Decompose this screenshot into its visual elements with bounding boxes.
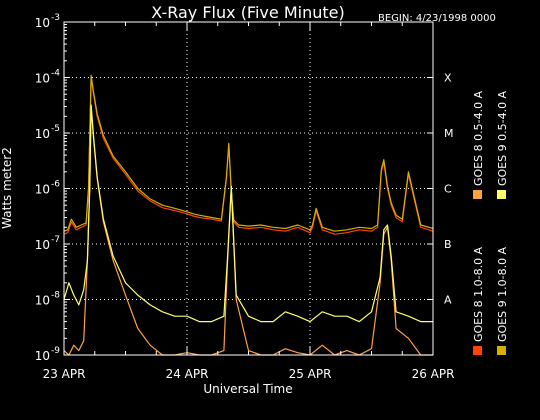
- legend: GOES 8 1.0-8.0 A GOES 8 0.5-4.0 A GOES 9 1…: [472, 90, 509, 355]
- legend-label-3: GOES 9 1.0-8.0 A: [496, 246, 509, 342]
- legend-label-1: GOES 8 1.0-8.0 A: [472, 246, 485, 342]
- y-tick-exponent-2: -5: [51, 124, 60, 134]
- y-tick-label-4: 10: [35, 238, 50, 252]
- y-tick-exponent-1: -4: [51, 69, 60, 79]
- y-tick-label-2: 10: [35, 127, 50, 141]
- flare-class-labels: X M C B A: [444, 72, 454, 307]
- x-tick-label-2: 25 APR: [289, 367, 332, 381]
- flare-class-label-B: B: [444, 238, 452, 251]
- x-axis-ticks: 23 APR 24 APR 25 APR 26 APR: [43, 22, 455, 381]
- y-tick-label-5: 10: [35, 294, 50, 308]
- y-tick-exponent-4: -7: [51, 235, 60, 245]
- y-tick-exponent-3: -6: [51, 180, 60, 190]
- series-lines: [63, 74, 434, 356]
- y-tick-exponent-6: -9: [51, 346, 60, 356]
- legend-swatch-3: [497, 346, 506, 355]
- y-axis-ticks: 10-310-410-510-610-710-810-9: [35, 13, 433, 363]
- y-tick-exponent-0: -3: [51, 13, 60, 23]
- legend-label-2: GOES 8 0.5-4.0 A: [472, 90, 485, 186]
- legend-swatch-4: [497, 190, 506, 199]
- series-line-4: [63, 104, 433, 323]
- x-tick-label-0: 23 APR: [43, 367, 86, 381]
- x-tick-label-3: 26 APR: [412, 367, 455, 381]
- flare-class-label-A: A: [444, 294, 452, 307]
- flare-class-label-C: C: [444, 183, 452, 196]
- y-tick-label-0: 10: [35, 16, 50, 30]
- legend-label-4: GOES 9 0.5-4.0 A: [496, 90, 509, 186]
- legend-swatch-1: [473, 346, 482, 355]
- y-tick-label-1: 10: [35, 72, 50, 86]
- y-tick-label-6: 10: [35, 349, 50, 363]
- x-tick-label-1: 24 APR: [166, 367, 209, 381]
- chart-title: X-Ray Flux (Five Minute): [151, 3, 344, 22]
- legend-swatch-2: [473, 190, 482, 199]
- y-tick-exponent-5: -8: [51, 291, 60, 301]
- flare-class-label-M: M: [444, 127, 454, 140]
- begin-label: BEGIN: 4/23/1998 0000: [378, 13, 496, 24]
- y-axis-label: Watts meter2: [0, 147, 14, 229]
- y-tick-label-3: 10: [35, 183, 50, 197]
- gridlines: [64, 22, 433, 355]
- x-axis-label: Universal Time: [203, 382, 292, 396]
- flare-class-label-X: X: [444, 72, 452, 85]
